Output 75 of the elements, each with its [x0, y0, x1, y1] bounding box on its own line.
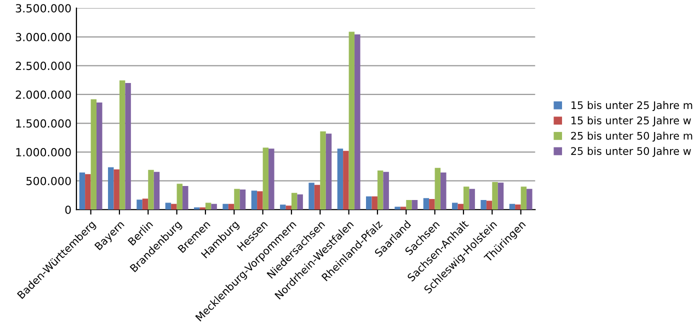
bar: [498, 182, 504, 210]
bar: [297, 194, 303, 210]
bar: [280, 204, 286, 210]
bar: [383, 172, 389, 210]
bar: [526, 188, 532, 210]
legend-label: 25 bis unter 50 Jahre w: [571, 146, 691, 157]
legend-label: 15 bis unter 25 Jahre w: [572, 116, 691, 126]
bar: [154, 172, 160, 210]
bar: [262, 148, 269, 210]
bar: [354, 34, 360, 210]
bar: [377, 170, 384, 210]
bar: [251, 190, 258, 210]
bar: [458, 204, 464, 210]
bar: [176, 184, 183, 210]
bar: [142, 198, 148, 210]
bar: [423, 198, 430, 210]
bar: [148, 170, 154, 210]
bar: [90, 99, 97, 210]
bar: [125, 82, 131, 210]
bar: [240, 189, 246, 210]
bar: [406, 200, 412, 210]
bar: [200, 207, 206, 210]
bar: [412, 200, 418, 210]
bar: [286, 206, 292, 210]
bar: [228, 204, 234, 210]
bar: [205, 202, 212, 210]
bar: [515, 204, 521, 210]
y-tick-label: 1.500.000: [16, 119, 71, 128]
y-tick-label: 2.500.000: [16, 62, 71, 70]
y-tick-label: 1.000.000: [16, 148, 71, 156]
bar: [440, 172, 446, 210]
y-tick-label: 3.500.000: [16, 4, 71, 13]
y-tick-label: 0: [65, 206, 71, 214]
bar: [182, 186, 188, 210]
bar: [492, 182, 498, 210]
bar: [520, 186, 527, 210]
bar: [480, 200, 486, 210]
bar: [429, 198, 435, 210]
bar: [136, 200, 142, 210]
bar: [119, 80, 126, 210]
bar: [463, 186, 470, 210]
bar: [171, 204, 177, 210]
y-tick-label: 3.000.000: [16, 32, 71, 42]
bar: [486, 200, 492, 210]
bar: [434, 168, 441, 210]
bar: [234, 188, 240, 210]
bar: [79, 172, 86, 210]
bar: [366, 196, 372, 210]
bar: [114, 169, 120, 210]
bar: [308, 182, 314, 210]
bar: [348, 32, 355, 210]
legend-label: 15 bis unter 25 Jahre m: [572, 101, 692, 112]
bar: [257, 191, 263, 210]
bar: [400, 206, 406, 210]
bar: [509, 204, 516, 210]
bar: [326, 134, 332, 210]
bar: [452, 202, 458, 210]
bar: [222, 204, 228, 210]
bar: [337, 148, 344, 210]
y-tick-label: 2.000.000: [16, 90, 71, 99]
bar: [268, 148, 274, 210]
bar: [320, 131, 326, 210]
bar: [165, 202, 172, 210]
bar: [469, 188, 475, 210]
bar: [394, 206, 400, 210]
legend-label: 25 bis unter 50 Jahre m: [571, 132, 692, 142]
bar: [372, 196, 378, 210]
bar: [314, 184, 320, 210]
y-tick-label: 500.000: [26, 176, 71, 186]
bar: [85, 174, 91, 210]
bar: [343, 150, 349, 210]
bar: [211, 204, 217, 210]
bar: [291, 192, 298, 210]
bar: [96, 102, 102, 210]
bar: [108, 167, 114, 210]
